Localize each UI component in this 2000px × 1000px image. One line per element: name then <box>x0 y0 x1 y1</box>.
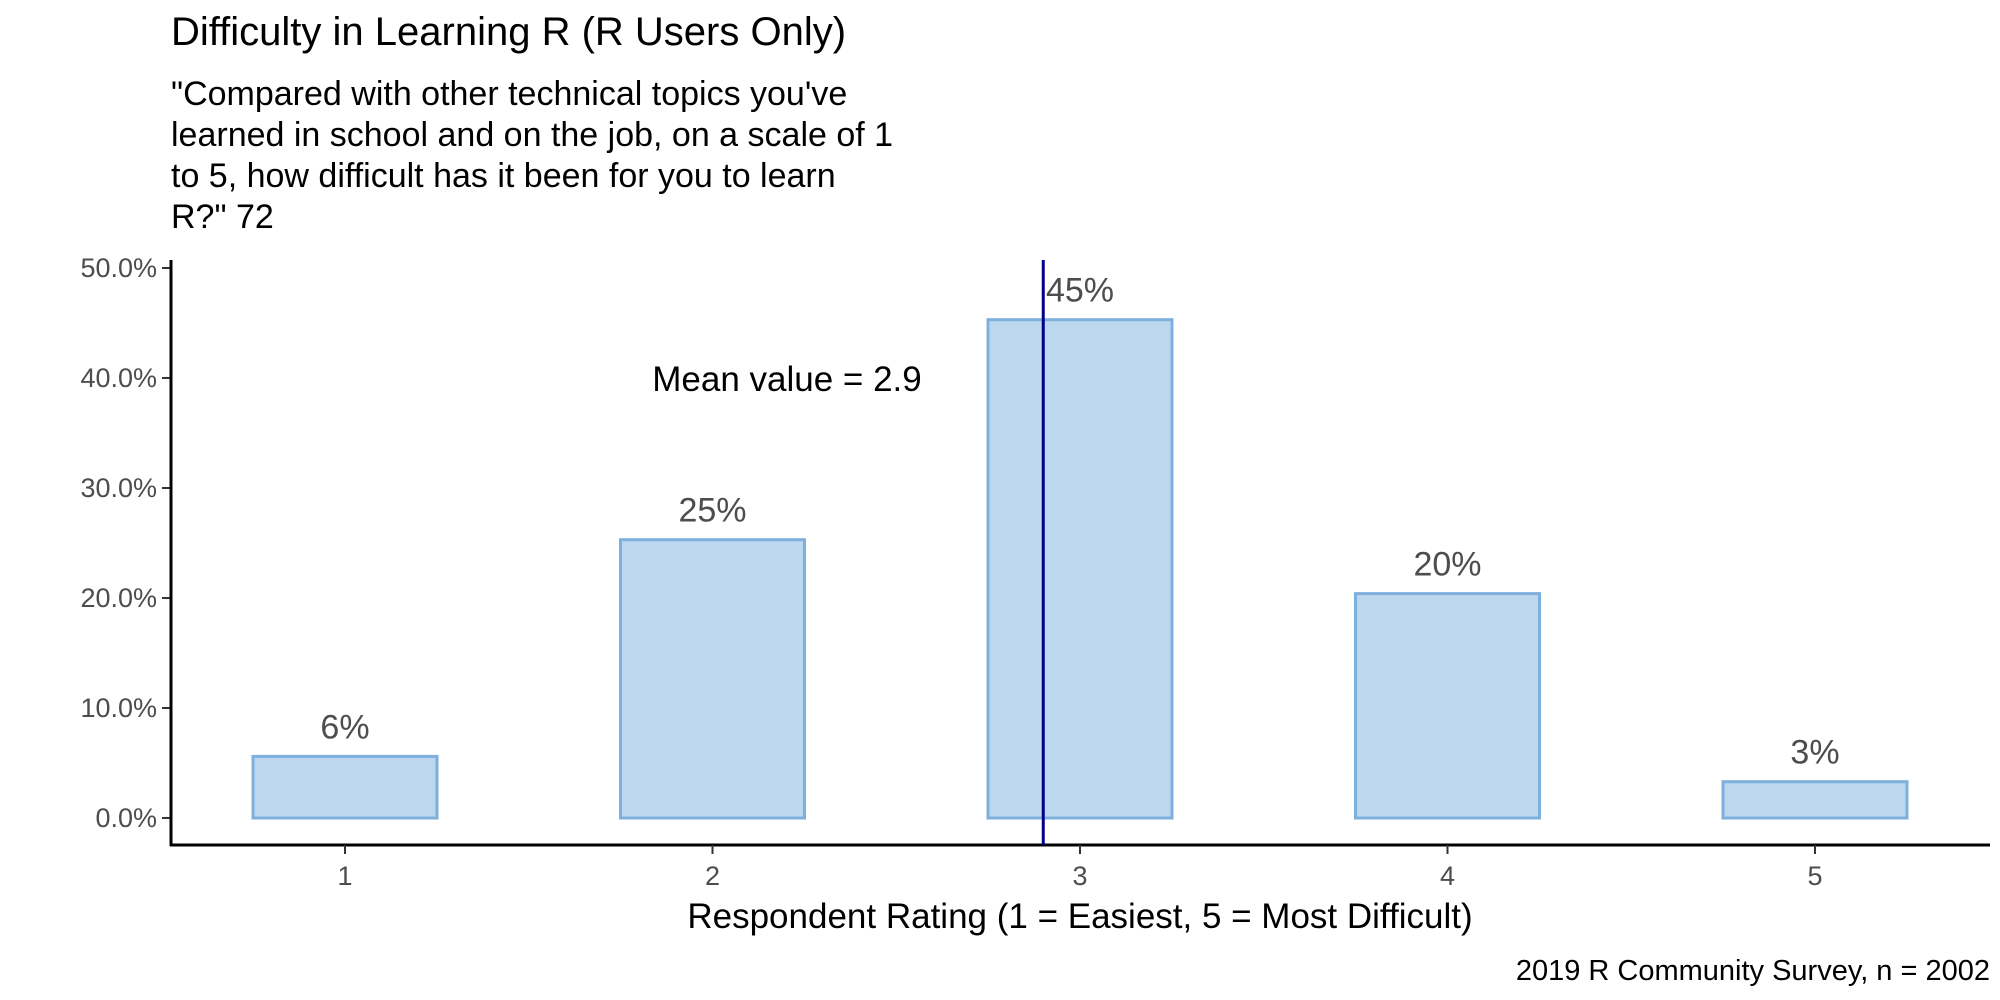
y-tick-label: 40.0% <box>80 363 157 393</box>
bars <box>251 318 1909 820</box>
mean-annotation: Mean value = 2.9 <box>652 360 922 399</box>
caption: 2019 R Community Survey, n = 2002 <box>1516 955 1990 987</box>
bar <box>1721 780 1909 820</box>
x-tick-label: 2 <box>705 861 720 891</box>
bar <box>1354 592 1541 820</box>
chart-subtitle-line: R?" 72 <box>171 198 274 236</box>
chart-subtitle-line: "Compared with other technical topics yo… <box>171 75 848 113</box>
bar <box>986 318 1174 820</box>
chart-title: Difficulty in Learning R (R Users Only) <box>171 10 847 54</box>
x-tick-label: 1 <box>337 861 352 891</box>
x-tick-label: 3 <box>1072 861 1087 891</box>
y-tick-label: 10.0% <box>80 693 157 723</box>
chart-subtitle-line: learned in school and on the job, on a s… <box>171 116 894 154</box>
x-tick-label: 4 <box>1440 861 1455 891</box>
bar-data-label: 25% <box>678 492 746 530</box>
x-tick-label: 5 <box>1807 861 1822 891</box>
y-tick-label: 30.0% <box>80 473 157 503</box>
bar <box>251 754 439 820</box>
bar <box>619 538 806 820</box>
y-tick-label: 20.0% <box>80 583 157 613</box>
bar-data-label: 45% <box>1046 272 1114 310</box>
bar-data-label: 3% <box>1790 734 1839 772</box>
chart-subtitle: "Compared with other technical topics yo… <box>171 74 1071 238</box>
x-axis-title: Respondent Rating (1 = Easiest, 5 = Most… <box>687 897 1472 936</box>
y-tick-label: 50.0% <box>80 253 157 283</box>
bar-data-label: 20% <box>1413 546 1481 584</box>
chart-subtitle-line: to 5, how difficult has it been for you … <box>171 157 836 195</box>
bar-data-label: 6% <box>320 708 369 746</box>
y-axis-ticks: 0.0% 10.0% 20.0% 30.0% 40.0% 50.0% <box>80 253 171 833</box>
x-axis-ticks: 1 2 3 4 5 <box>337 845 1823 891</box>
bar-labels: 6% 25% 45% 20% 3% <box>320 272 1839 772</box>
y-tick-label: 0.0% <box>95 803 157 833</box>
